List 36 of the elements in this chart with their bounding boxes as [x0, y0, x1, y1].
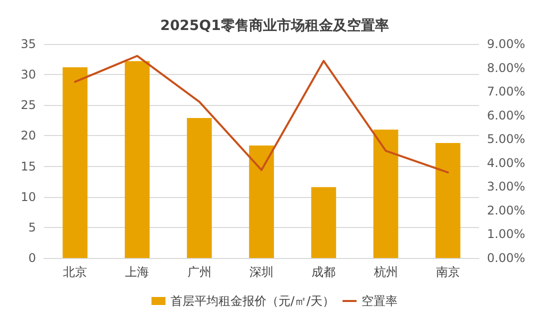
y2-tick-label: 0.00% [487, 251, 526, 265]
chart-title: 2025Q1零售商业市场租金及空置率 [160, 17, 389, 34]
y2-tick-label: 2.00% [487, 203, 526, 218]
legend-label: 首层平均租金报价（元/㎡/天） [170, 294, 335, 308]
x-tick-label: 北京 [63, 265, 88, 279]
y2-tick-label: 5.00% [487, 132, 526, 146]
bar [124, 61, 150, 258]
legend-label: 空置率 [362, 294, 398, 308]
y-tick-label: 35 [20, 37, 36, 51]
bar [62, 67, 88, 258]
x-tick-label: 广州 [187, 265, 212, 279]
y2-tick-label: 9.00% [487, 37, 526, 51]
y-tick-label: 30 [20, 68, 36, 82]
y-tick-label: 20 [20, 128, 36, 143]
x-tick-label: 杭州 [372, 265, 398, 279]
y2-tick-label: 4.00% [487, 156, 526, 170]
bar [373, 130, 398, 258]
bar [311, 187, 336, 258]
y-tick-label: 10 [20, 190, 36, 204]
y2-tick-label: 3.00% [487, 180, 526, 194]
y-tick-label: 15 [20, 159, 36, 174]
line-series [74, 54, 449, 174]
y2-tick-label: 8.00% [487, 60, 526, 75]
y-tick-label: 25 [20, 98, 36, 112]
y2-tick-label: 6.00% [487, 108, 526, 122]
x-tick-label: 上海 [125, 265, 150, 279]
bar [436, 143, 460, 258]
y-tick-label: 0 [28, 251, 36, 265]
y-tick-label: 5 [28, 220, 36, 234]
y2-tick-label: 1.00% [487, 227, 526, 242]
x-tick-label: 深圳 [250, 265, 274, 279]
x-tick-label: 成都 [312, 265, 336, 279]
x-tick-label: 南京 [436, 265, 460, 279]
y2-tick-label: 7.00% [487, 84, 526, 99]
bar [186, 118, 212, 258]
bar [249, 145, 274, 258]
